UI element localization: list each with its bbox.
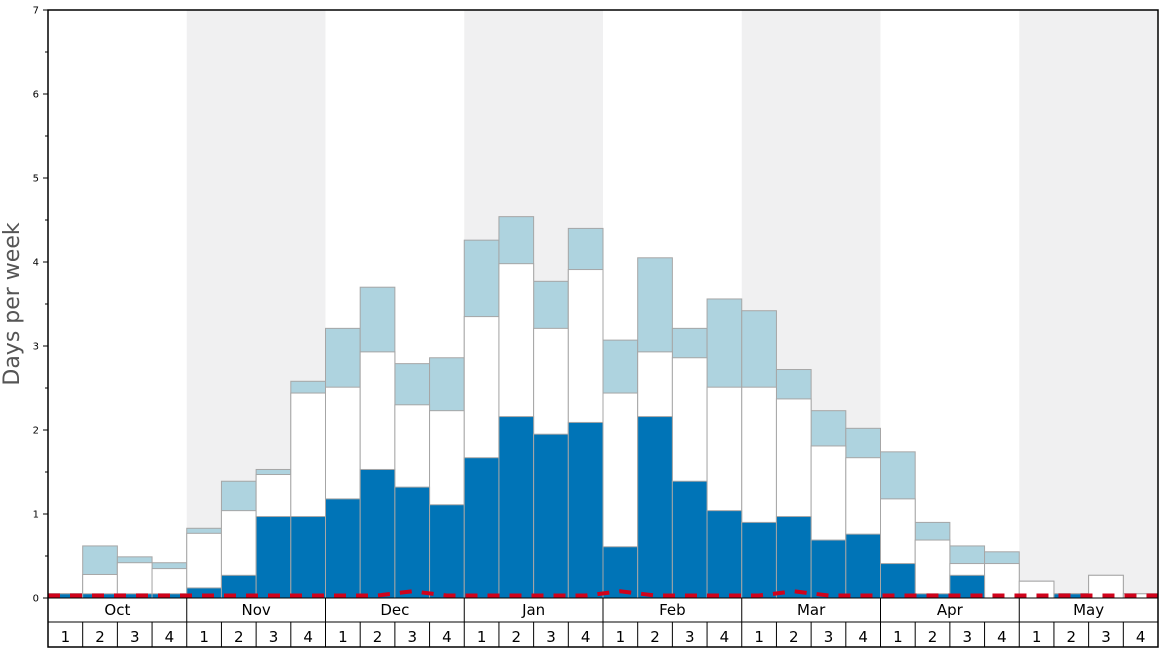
trend-polyline bbox=[48, 589, 1158, 598]
bar-dark-15 bbox=[533, 433, 569, 599]
week-label: 2 bbox=[650, 628, 660, 646]
week-label: 3 bbox=[962, 628, 972, 646]
bar-dark-18 bbox=[637, 416, 673, 599]
bar-dark-24 bbox=[845, 533, 881, 599]
week-label: 3 bbox=[130, 628, 140, 646]
y-tick-label: 4 bbox=[33, 258, 39, 269]
month-label-feb: Feb bbox=[659, 601, 686, 619]
bar-dark-22 bbox=[775, 516, 812, 599]
bar-dark-21 bbox=[741, 521, 777, 599]
bar-dark-10 bbox=[359, 468, 396, 599]
week-label: 2 bbox=[95, 628, 105, 646]
week-label: 1 bbox=[477, 628, 487, 646]
bar-white-28 bbox=[984, 563, 1020, 599]
week-label: 1 bbox=[61, 628, 71, 646]
month-label-apr: Apr bbox=[937, 601, 964, 619]
week-label: 1 bbox=[1032, 628, 1042, 646]
week-label: 4 bbox=[442, 628, 452, 646]
month-label-oct: Oct bbox=[104, 601, 130, 619]
bar-dark-23 bbox=[810, 539, 847, 599]
bar-white-3 bbox=[116, 562, 153, 599]
week-label: 3 bbox=[407, 628, 417, 646]
week-label: 2 bbox=[928, 628, 938, 646]
week-label: 2 bbox=[512, 628, 522, 646]
week-label: 2 bbox=[1067, 628, 1077, 646]
month-label-dec: Dec bbox=[380, 601, 409, 619]
y-tick-label: 0 bbox=[33, 594, 39, 605]
bar-white-5 bbox=[186, 532, 222, 599]
month-label-may: May bbox=[1073, 601, 1104, 619]
week-label: 4 bbox=[997, 628, 1007, 646]
bar-dark-14 bbox=[498, 416, 535, 599]
bar-dark-25 bbox=[880, 563, 916, 599]
y-axis-label: Days per week bbox=[0, 222, 25, 385]
bars bbox=[47, 216, 1159, 599]
week-label: 1 bbox=[338, 628, 348, 646]
y-tick-label: 6 bbox=[33, 90, 39, 101]
month-label-jan: Jan bbox=[521, 601, 545, 619]
bar-dark-11 bbox=[394, 486, 431, 599]
week-label: 4 bbox=[303, 628, 313, 646]
week-label: 3 bbox=[685, 628, 695, 646]
x-axis: Oct 1 2 3 4 Nov 1 2 3 4 Dec 1 2 3 4 Jan 1 2 3 4 Feb 1 2 3 4 Mar 1 2… bbox=[48, 597, 1158, 647]
week-label: 2 bbox=[789, 628, 799, 646]
bar-dark-20 bbox=[706, 510, 743, 599]
week-label: 1 bbox=[893, 628, 903, 646]
bar-white-26 bbox=[914, 539, 951, 599]
y-tick-label: 7 bbox=[33, 6, 39, 17]
bar-dark-8 bbox=[290, 516, 326, 599]
week-label: 4 bbox=[858, 628, 868, 646]
y-tick-label: 3 bbox=[33, 342, 39, 353]
y-tick-label: 1 bbox=[33, 510, 39, 521]
bar-dark-12 bbox=[429, 504, 465, 599]
week-label: 4 bbox=[165, 628, 175, 646]
y-tick-label: 2 bbox=[33, 426, 39, 437]
month-label-nov: Nov bbox=[241, 601, 270, 619]
bar-dark-16 bbox=[567, 421, 604, 599]
week-label: 3 bbox=[546, 628, 556, 646]
week-label: 1 bbox=[754, 628, 764, 646]
week-label: 4 bbox=[1136, 628, 1146, 646]
month-band-may bbox=[1019, 10, 1158, 598]
week-label: 4 bbox=[720, 628, 730, 646]
month-label-mar: Mar bbox=[797, 601, 826, 619]
week-label: 1 bbox=[199, 628, 209, 646]
week-label: 3 bbox=[824, 628, 834, 646]
bar-dark-9 bbox=[325, 498, 361, 599]
week-label: 2 bbox=[373, 628, 383, 646]
y-axis: 0 1 2 3 4 5 6 7 bbox=[33, 6, 48, 605]
bar-dark-7 bbox=[255, 516, 292, 599]
y-tick-label: 5 bbox=[33, 174, 39, 185]
bar-dark-13 bbox=[463, 457, 500, 599]
bar-dark-19 bbox=[671, 480, 708, 599]
trend-line bbox=[48, 589, 1158, 598]
week-label: 3 bbox=[269, 628, 279, 646]
week-label: 4 bbox=[581, 628, 591, 646]
week-label: 3 bbox=[1101, 628, 1111, 646]
week-label: 1 bbox=[616, 628, 626, 646]
week-label: 2 bbox=[234, 628, 244, 646]
